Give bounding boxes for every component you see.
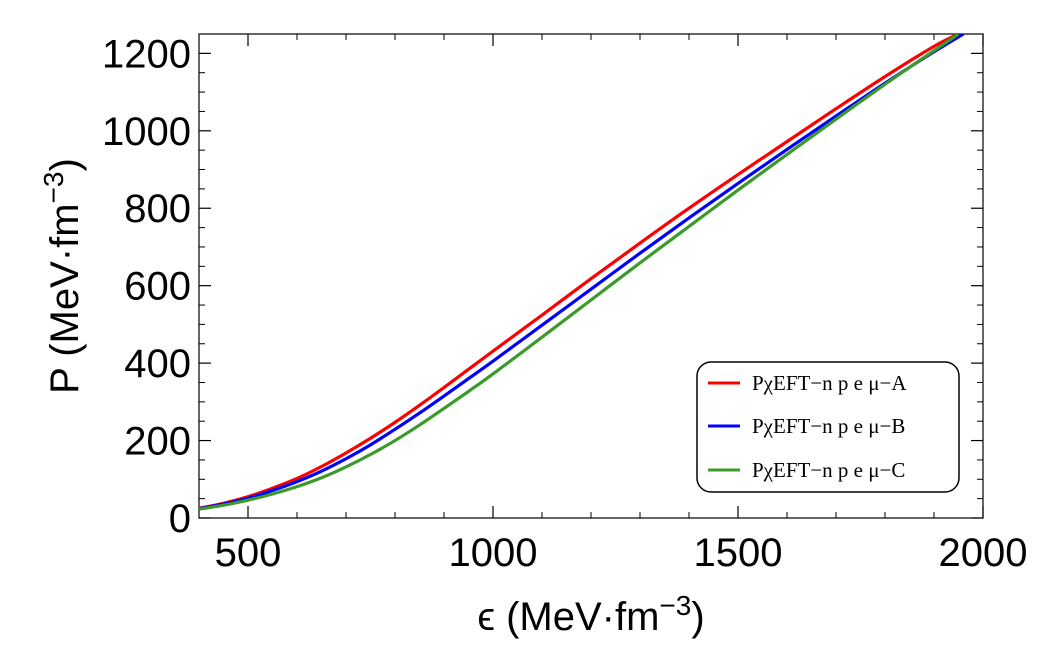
- y-tick-label: 600: [124, 265, 191, 309]
- x-tick-label: 2000: [939, 531, 1028, 575]
- legend-label-b: PχEFT−n p e μ−B: [752, 414, 905, 438]
- series-line-b: [199, 34, 965, 511]
- legend: PχEFT−n p e μ−A PχEFT−n p e μ−B PχEFT−n …: [696, 361, 960, 493]
- data-curves: [199, 34, 965, 511]
- legend-label-a: PχEFT−n p e μ−A: [752, 371, 907, 395]
- y-tick-label: 0: [169, 497, 191, 541]
- x-tick-label: 1000: [449, 531, 538, 575]
- y-tick-label: 400: [124, 342, 191, 386]
- tick-marks: [198, 33, 984, 519]
- series-line-c: [199, 34, 960, 511]
- y-axis-label: P (MeV·fm−3): [38, 158, 88, 394]
- x-axis-label: ϵ (MeV·fm−3): [477, 590, 704, 640]
- x-tick-label: 1500: [694, 531, 783, 575]
- series-line-a: [199, 34, 960, 510]
- legend-box: [696, 361, 960, 493]
- y-tick-label: 800: [124, 187, 191, 231]
- x-tick-label: 500: [215, 531, 282, 575]
- legend-label-c: PχEFT−n p e μ−C: [752, 458, 905, 482]
- y-tick-label: 200: [124, 420, 191, 464]
- y-tick-label: 1000: [102, 110, 191, 154]
- tick-labels: 500 1000 1500 2000 0 200 400 600 800 1000 1200: [102, 32, 1027, 575]
- y-tick-label: 1200: [102, 32, 191, 76]
